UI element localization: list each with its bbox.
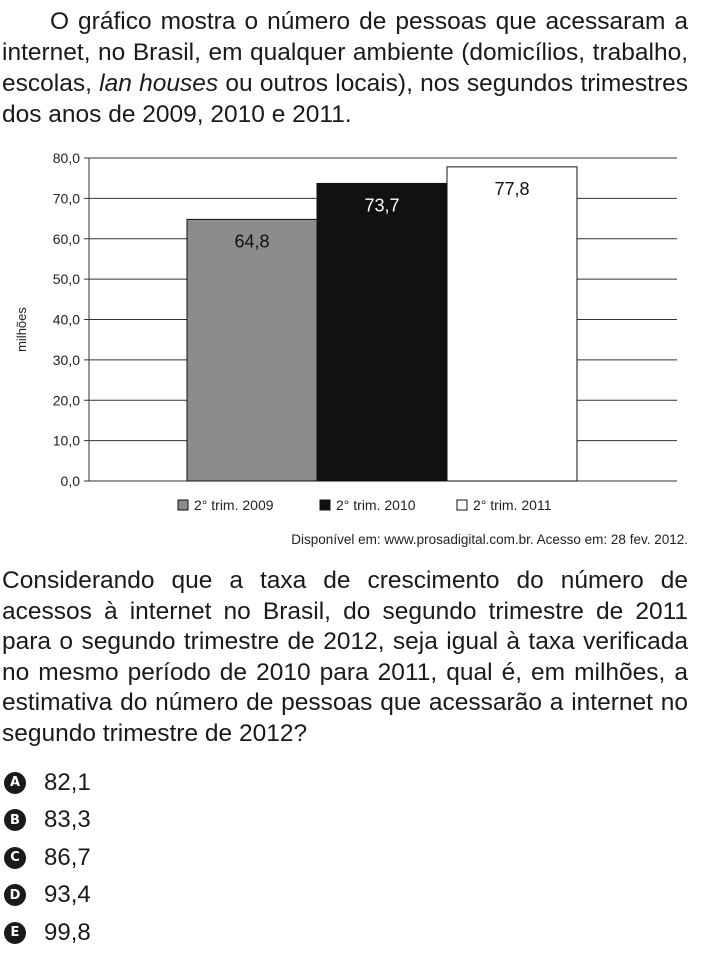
option-d-badge: D bbox=[4, 884, 26, 907]
option-b-text: 83,3 bbox=[44, 806, 91, 834]
legend-label-3: 2° trim. 2011 bbox=[473, 497, 552, 513]
y-tick-label: 0,0 bbox=[61, 473, 81, 489]
chart-legend: 2° trim. 2009 2° trim. 2010 2° trim. 2011 bbox=[177, 497, 552, 513]
intro-part-1: O gráfico mostra o número de pessoas que… bbox=[2, 8, 688, 97]
bar-chart: 64,8 73,7 77,8 0,0 10,0 20,0 30,0 40,0 50,0 60,0… bbox=[14, 150, 677, 513]
y-axis-label: milhões bbox=[14, 307, 29, 352]
bar-value-label-1: 64,8 bbox=[234, 231, 269, 251]
option-e-text: 99,8 bbox=[44, 918, 91, 946]
y-tick-label: 60,0 bbox=[53, 231, 80, 247]
legend-label-2: 2° trim. 2010 bbox=[336, 497, 416, 513]
source-citation: Disponível em: www.prosadigital.com.br. … bbox=[291, 532, 688, 547]
bar-2 bbox=[316, 182, 448, 482]
option-c-badge: C bbox=[4, 846, 26, 869]
intro-italic: lan houses bbox=[99, 70, 219, 97]
option-b[interactable]: B 83,3 bbox=[4, 802, 91, 840]
y-tick-label: 50,0 bbox=[53, 271, 80, 287]
option-a-badge: A bbox=[4, 771, 26, 794]
option-e[interactable]: E 99,8 bbox=[4, 914, 91, 952]
bar-3 bbox=[446, 166, 578, 482]
bar-value-label-2: 73,7 bbox=[364, 195, 399, 215]
y-tick-label: 30,0 bbox=[53, 352, 80, 368]
option-b-badge: B bbox=[4, 809, 26, 832]
option-a-text: 82,1 bbox=[44, 768, 91, 796]
option-d-text: 93,4 bbox=[44, 881, 91, 909]
y-tick-label: 70,0 bbox=[53, 190, 80, 206]
chart-axis: 0,0 10,0 20,0 30,0 40,0 50,0 60,0 70,0 80,0 milhõ… bbox=[14, 150, 90, 489]
option-c-text: 86,7 bbox=[44, 843, 91, 871]
legend-swatch-3 bbox=[456, 499, 468, 511]
intro-part-2: ou outros locais), nos segundos trimestr… bbox=[2, 70, 688, 128]
y-tick-label: 40,0 bbox=[53, 312, 80, 328]
bar-value-label-3: 77,8 bbox=[494, 179, 529, 199]
option-a[interactable]: A 82,1 bbox=[4, 764, 91, 802]
y-tick-label: 20,0 bbox=[53, 392, 80, 408]
option-c[interactable]: C 86,7 bbox=[4, 839, 91, 877]
y-tick-label: 10,0 bbox=[53, 433, 80, 449]
answer-options: A 82,1 B 83,3 C 86,7 D 93,4 E 99,8 bbox=[4, 764, 91, 952]
option-d[interactable]: D 93,4 bbox=[4, 877, 91, 915]
intro-text: O gráfico mostra o número de pessoas que… bbox=[2, 6, 688, 130]
option-e-badge: E bbox=[4, 921, 26, 944]
question-text: Considerando que a taxa de crescimento d… bbox=[2, 567, 688, 747]
bar-1 bbox=[186, 218, 318, 482]
y-tick-label: 80,0 bbox=[53, 150, 80, 166]
legend-swatch-1 bbox=[177, 499, 189, 511]
legend-label-1: 2° trim. 2009 bbox=[194, 497, 274, 513]
chart-bars: 64,8 73,7 77,8 bbox=[186, 166, 578, 482]
legend-swatch-2 bbox=[319, 499, 331, 511]
